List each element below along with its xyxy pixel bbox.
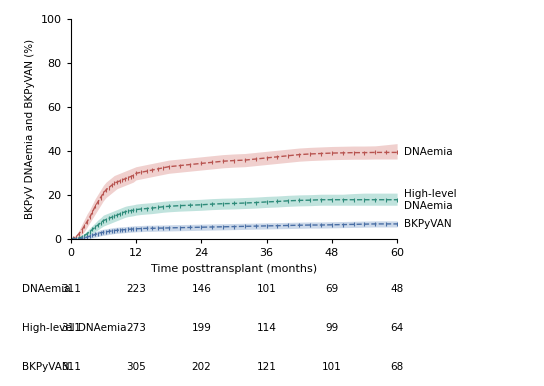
Text: 311: 311 (61, 284, 81, 295)
Text: 305: 305 (126, 362, 146, 372)
Text: 48: 48 (391, 284, 404, 295)
Text: 273: 273 (126, 323, 146, 333)
Text: 146: 146 (191, 284, 211, 295)
Text: 64: 64 (391, 323, 404, 333)
Text: 69: 69 (325, 284, 338, 295)
Text: High-level DNAemia: High-level DNAemia (22, 323, 126, 333)
Text: BKPyVAN: BKPyVAN (404, 219, 452, 229)
Text: 121: 121 (257, 362, 276, 372)
Text: BKPyVAN: BKPyVAN (22, 362, 70, 372)
Text: 68: 68 (391, 362, 404, 372)
Text: 99: 99 (325, 323, 338, 333)
Text: DNAemia: DNAemia (404, 147, 453, 157)
X-axis label: Time posttransplant (months): Time posttransplant (months) (151, 264, 317, 274)
Text: 311: 311 (61, 362, 81, 372)
Text: 114: 114 (257, 323, 276, 333)
Text: 311: 311 (61, 323, 81, 333)
Text: 101: 101 (322, 362, 342, 372)
Text: 199: 199 (191, 323, 211, 333)
Text: High-level
DNAemia: High-level DNAemia (404, 189, 457, 210)
Text: 223: 223 (126, 284, 146, 295)
Text: DNAemia: DNAemia (22, 284, 70, 295)
Y-axis label: BKPyV DNAemia and BKPyVAN (%): BKPyV DNAemia and BKPyVAN (%) (25, 39, 35, 219)
Text: 202: 202 (191, 362, 211, 372)
Text: 101: 101 (257, 284, 276, 295)
